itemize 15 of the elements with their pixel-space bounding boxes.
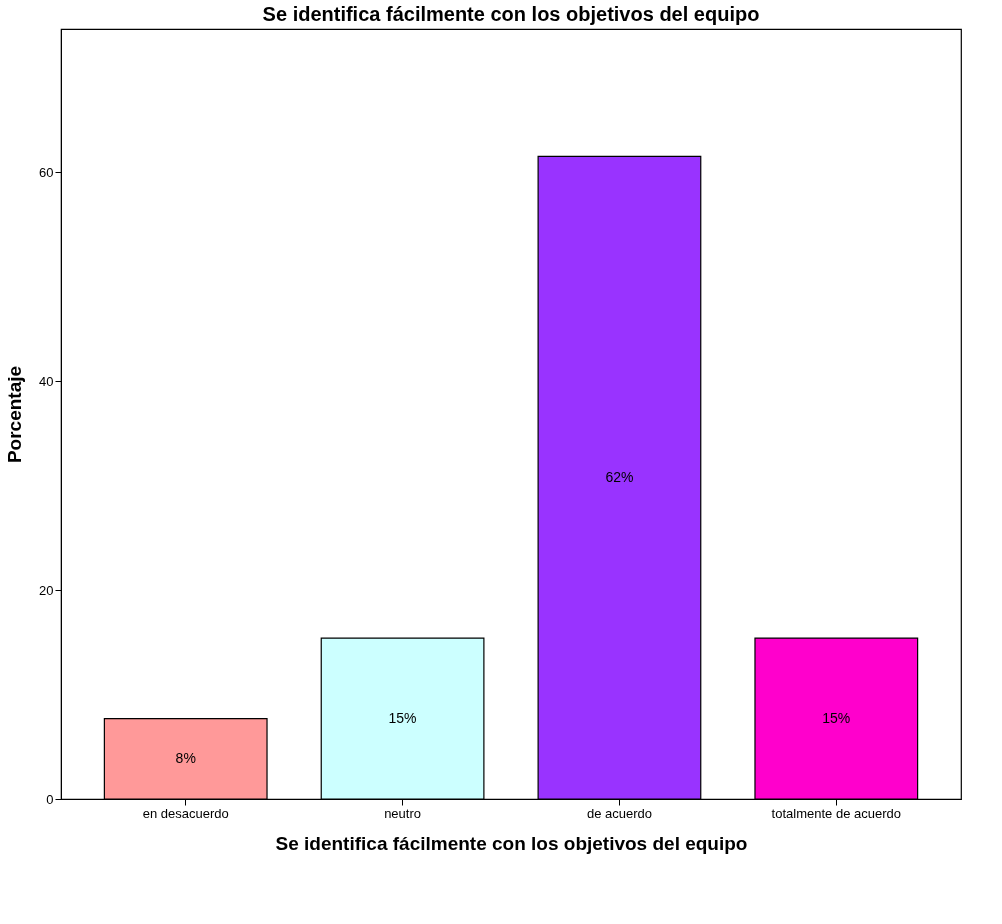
y-axis-title: Porcentaje	[4, 365, 26, 464]
x-axis-title: Se identifica fácilmente con los objetivos del equipo	[275, 832, 748, 854]
y-tick-label: 0	[46, 791, 54, 807]
chart-title: Se identifica fácilmente con los objetivos del equipo	[262, 3, 760, 25]
x-tick-label: en desacuerdo	[142, 805, 229, 821]
y-tick-label: 20	[39, 582, 54, 598]
data-label: 62%	[605, 468, 634, 485]
data-label: 15%	[822, 709, 851, 726]
x-tick-label: totalmente de acuerdo	[771, 805, 901, 821]
data-label: 8%	[175, 749, 196, 766]
y-tick-label: 60	[39, 164, 54, 180]
y-tick-label: 40	[39, 373, 54, 389]
data-label: 15%	[388, 709, 417, 726]
x-tick-label: neutro	[384, 805, 421, 821]
x-tick-label: de acuerdo	[586, 805, 652, 821]
